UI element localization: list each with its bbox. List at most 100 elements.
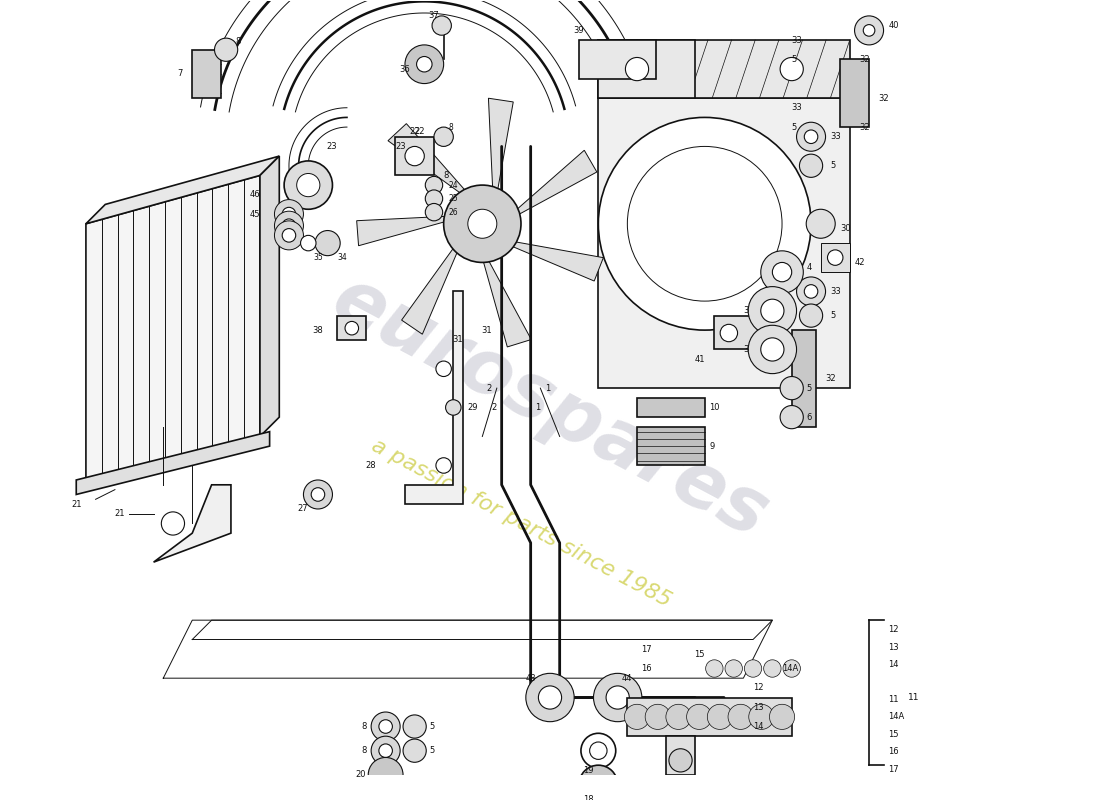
Circle shape [590,742,607,759]
Polygon shape [481,253,531,347]
Text: 16: 16 [889,747,899,756]
Circle shape [426,176,442,194]
Text: 5: 5 [830,162,836,170]
Text: 14: 14 [754,722,763,731]
Circle shape [405,146,425,166]
Text: 33: 33 [830,287,842,296]
Text: 16: 16 [641,664,652,673]
Circle shape [304,480,332,509]
Circle shape [626,58,649,81]
Text: 33: 33 [830,132,842,142]
Text: 32: 32 [825,374,836,383]
Circle shape [214,38,238,62]
Text: 7: 7 [177,70,183,78]
Bar [840,59,869,127]
Text: 33: 33 [792,103,803,112]
Text: 44: 44 [623,674,632,682]
Text: 8: 8 [449,122,453,131]
Text: 9: 9 [710,442,715,450]
Circle shape [275,211,304,240]
Circle shape [780,406,803,429]
Text: 24: 24 [449,181,458,190]
Circle shape [297,174,320,197]
Circle shape [800,304,823,327]
Polygon shape [504,240,604,281]
Text: 31: 31 [452,335,463,344]
Circle shape [763,660,781,678]
Circle shape [378,744,393,758]
Circle shape [581,734,616,768]
Polygon shape [637,398,705,417]
Text: 8: 8 [235,38,241,46]
Circle shape [432,16,451,35]
Text: 32: 32 [859,122,870,131]
Text: 1: 1 [546,384,550,393]
Circle shape [646,704,670,730]
Polygon shape [627,698,792,736]
Text: 10: 10 [710,403,720,412]
Circle shape [311,488,324,502]
Text: 42: 42 [855,258,865,267]
Circle shape [780,377,803,400]
Text: 32: 32 [859,55,870,64]
Text: 37: 37 [429,11,439,20]
Text: 8: 8 [443,171,449,180]
Bar [395,137,434,175]
Circle shape [436,458,451,474]
Circle shape [770,704,794,730]
Circle shape [796,277,825,306]
Text: 3: 3 [742,345,748,354]
Polygon shape [510,150,597,218]
Circle shape [378,720,393,734]
Circle shape [783,660,801,678]
Circle shape [804,130,817,143]
Bar [338,316,366,340]
Text: 3: 3 [742,306,748,315]
Circle shape [275,221,304,250]
Circle shape [275,199,304,229]
Circle shape [748,286,796,335]
Text: 5: 5 [429,746,434,755]
Circle shape [283,207,296,221]
Circle shape [371,712,400,741]
Circle shape [761,299,784,322]
Circle shape [706,660,723,678]
Circle shape [627,146,782,301]
Text: 18: 18 [583,794,594,800]
Text: 26: 26 [449,208,458,217]
Bar [792,330,816,426]
Text: 11: 11 [889,695,899,704]
Text: 22: 22 [415,127,425,137]
Circle shape [806,210,835,238]
Circle shape [315,230,340,256]
Text: 27: 27 [298,505,308,514]
Text: 40: 40 [889,21,899,30]
Text: 5: 5 [830,311,836,320]
Polygon shape [76,432,270,494]
Circle shape [827,250,843,266]
Polygon shape [579,40,657,78]
Polygon shape [598,40,849,98]
Circle shape [162,512,185,535]
Bar [714,316,762,350]
Text: 1: 1 [536,403,541,412]
Text: 32: 32 [879,94,890,102]
Circle shape [403,715,426,738]
Polygon shape [86,175,260,485]
Polygon shape [388,124,471,198]
Circle shape [725,660,742,678]
Circle shape [434,127,453,146]
Text: 36: 36 [399,65,410,74]
Polygon shape [154,485,231,562]
Text: 2: 2 [492,403,497,412]
Circle shape [403,739,426,762]
Circle shape [606,686,629,709]
Circle shape [749,704,774,730]
Text: 38: 38 [312,326,322,334]
Text: 12: 12 [889,626,899,634]
Circle shape [728,704,754,730]
Text: 8: 8 [361,722,366,731]
Text: 34: 34 [338,253,346,262]
Circle shape [283,219,296,233]
Text: 33: 33 [792,35,803,45]
